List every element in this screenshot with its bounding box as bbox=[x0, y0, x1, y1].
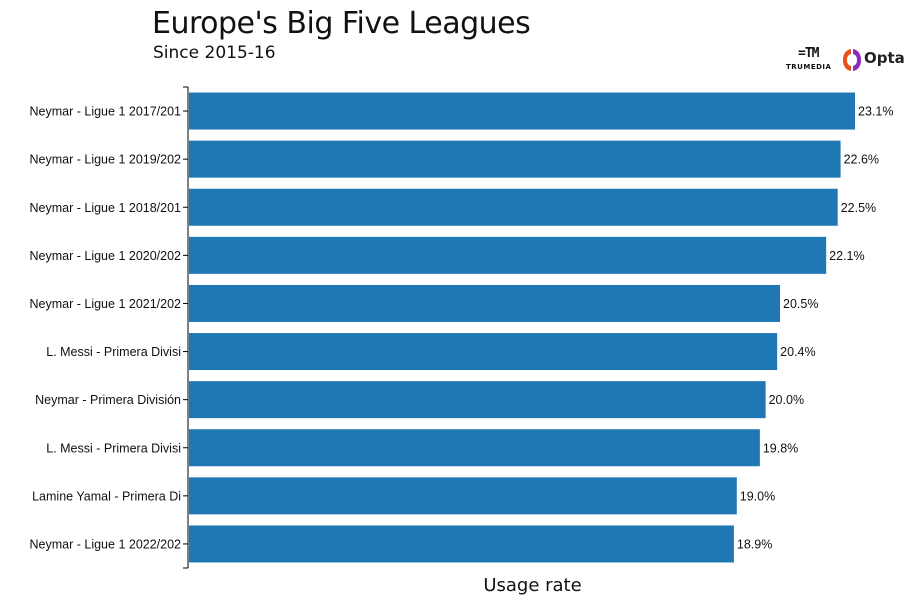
bar bbox=[189, 477, 737, 515]
opta-icon bbox=[843, 49, 861, 71]
bar bbox=[189, 429, 760, 467]
data-label: 20.5% bbox=[783, 297, 818, 311]
trumedia-mark: =TM bbox=[798, 46, 820, 61]
logos: =TM TRUMEDIA Opta bbox=[786, 46, 906, 76]
y-tick-label: Neymar - Ligue 1 2017/201 bbox=[30, 105, 182, 119]
data-label: 22.1% bbox=[829, 249, 864, 263]
y-tick-label: Neymar - Ligue 1 2019/202 bbox=[30, 153, 182, 167]
data-label: 23.1% bbox=[858, 105, 893, 119]
bar bbox=[189, 525, 734, 563]
data-label: 22.6% bbox=[844, 153, 879, 167]
trumedia-logo: =TM TRUMEDIA bbox=[786, 46, 836, 76]
y-tick-label: Neymar - Ligue 1 2018/201 bbox=[30, 201, 182, 215]
y-tick-label: Neymar - Primera División bbox=[35, 393, 181, 407]
y-tick-label: Neymar - Ligue 1 2022/202 bbox=[30, 537, 182, 551]
bar bbox=[189, 333, 778, 371]
bar bbox=[189, 92, 855, 130]
data-label: 20.4% bbox=[780, 345, 815, 359]
chart-subtitle: Since 2015-16 bbox=[153, 43, 276, 63]
trumedia-wordmark: TRUMEDIA bbox=[786, 63, 832, 71]
opta-wordmark: Opta bbox=[864, 49, 905, 67]
data-label: 19.8% bbox=[763, 441, 798, 455]
bar bbox=[189, 284, 781, 322]
bar bbox=[189, 381, 766, 419]
y-tick-label: L. Messi - Primera Divisi bbox=[46, 441, 181, 455]
y-tick-label: Lamine Yamal - Primera Di bbox=[32, 489, 181, 503]
x-axis-label-wrap: Usage rate bbox=[0, 575, 909, 596]
y-tick-label: L. Messi - Primera Divisi bbox=[46, 345, 181, 359]
opta-logo: Opta bbox=[842, 46, 906, 76]
data-label: 19.0% bbox=[740, 489, 775, 503]
chart-title: Europe's Big Five Leagues bbox=[152, 6, 531, 41]
y-tick-label: Neymar - Ligue 1 2020/202 bbox=[30, 249, 182, 263]
y-tick-label: Neymar - Ligue 1 2021/202 bbox=[30, 297, 182, 311]
data-label: 18.9% bbox=[737, 537, 772, 551]
data-label: 20.0% bbox=[769, 393, 804, 407]
data-label: 22.5% bbox=[841, 201, 876, 215]
bar bbox=[189, 188, 838, 226]
bar bbox=[189, 236, 827, 274]
bar bbox=[189, 140, 841, 178]
x-axis-label: Usage rate bbox=[483, 575, 582, 596]
